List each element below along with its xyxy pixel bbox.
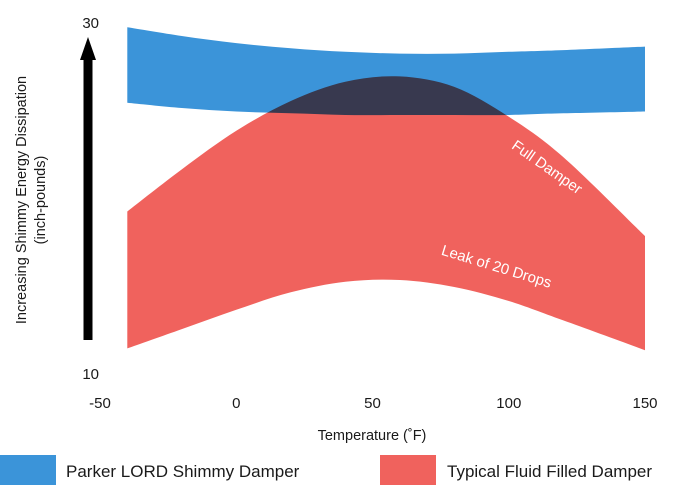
x-axis-title: Temperature (˚F) <box>318 428 427 444</box>
y-axis-title-line1: Increasing Shimmy Energy Dissipation <box>14 76 30 324</box>
y-axis-title-line2: (inch-pounds) <box>33 156 49 245</box>
band-typical-fluid <box>127 76 646 351</box>
legend-swatch-parker <box>0 455 56 485</box>
x-tick-labels: -50 0 50 100 150 <box>89 395 657 412</box>
y-axis-title: Increasing Shimmy Energy Dissipation (in… <box>14 76 49 324</box>
x-tick-label: 100 <box>496 395 521 412</box>
y-tick-label-bottom: 10 <box>82 366 99 383</box>
legend-label-parker: Parker LORD Shimmy Damper <box>66 462 300 481</box>
y-axis-arrow-head <box>80 37 96 60</box>
legend: Parker LORD Shimmy Damper Typical Fluid … <box>0 455 652 485</box>
plot-bands <box>127 27 646 351</box>
x-tick-label: -50 <box>89 395 111 412</box>
band-parker-lord <box>127 27 646 116</box>
legend-swatch-fluid <box>380 455 436 485</box>
y-tick-label-top: 30 <box>82 15 99 32</box>
x-tick-label: 0 <box>232 395 240 412</box>
legend-label-fluid: Typical Fluid Filled Damper <box>447 462 652 481</box>
x-tick-label: 150 <box>632 395 657 412</box>
x-tick-label: 50 <box>364 395 381 412</box>
